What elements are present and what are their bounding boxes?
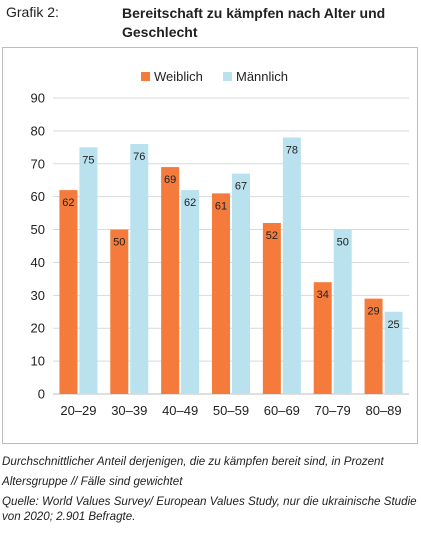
data-label: 78: [286, 144, 298, 156]
bar-weiblich: [110, 229, 129, 394]
bar-maennlich: [282, 137, 301, 394]
data-label: 52: [266, 230, 278, 242]
legend-label-maennlich: Männlich: [236, 69, 288, 84]
x-tick-label: 30–39: [111, 403, 147, 418]
figure-title: Bereitschaft zu kämpfen nach Alter und G…: [122, 5, 386, 40]
bar-weiblich: [364, 298, 383, 394]
data-label: 50: [337, 237, 349, 249]
bar-weiblich: [313, 282, 332, 394]
bar-maennlich: [333, 229, 352, 394]
note-description: Durchschnittlicher Anteil derjenigen, di…: [2, 455, 384, 468]
note-weighting: Altersgruppe // Fälle sind gewichtet: [2, 475, 183, 488]
y-tick-label: 40: [31, 255, 45, 270]
chart-container: 0 10 20 30 40 50 60 70 80 90 62 75 20–29 50 76 30–39 69 6…: [2, 47, 418, 444]
y-tick-label: 20: [31, 321, 45, 336]
bar-maennlich: [384, 311, 403, 394]
bar-weiblich: [161, 167, 180, 394]
bar-maennlich: [232, 173, 250, 394]
data-label: 25: [387, 319, 399, 331]
x-tick-label: 80–89: [365, 403, 401, 418]
bar-weiblich: [212, 193, 230, 394]
data-label: 75: [82, 154, 94, 166]
bar-weiblich: [59, 190, 78, 394]
y-tick-label: 90: [31, 91, 45, 106]
data-label: 29: [367, 306, 379, 318]
bar-maennlich: [181, 190, 200, 394]
data-label: 50: [113, 237, 125, 249]
y-tick-label: 0: [38, 387, 45, 402]
legend-swatch-maennlich: [223, 72, 232, 81]
y-tick-label: 80: [31, 123, 45, 138]
bar-maennlich: [130, 144, 149, 394]
x-tick-label: 70–79: [315, 403, 351, 418]
data-label: 62: [62, 197, 74, 209]
y-tick-label: 60: [31, 189, 45, 204]
note-source: Quelle: World Values Survey/ European Va…: [2, 495, 417, 523]
bar-weiblich: [262, 222, 281, 394]
x-tick-label: 40–49: [162, 403, 198, 418]
figure-notes: Durchschnittlicher Anteil derjenigen, di…: [2, 452, 418, 524]
legend-label-weiblich: Weiblich: [154, 69, 203, 84]
y-tick-label: 10: [31, 354, 45, 369]
data-label: 61: [215, 200, 227, 212]
figure-number: Grafik 2:: [6, 4, 59, 20]
legend-swatch-weiblich: [141, 72, 150, 81]
data-label: 34: [317, 289, 329, 301]
x-tick-label: 60–69: [264, 403, 300, 418]
data-label: 67: [235, 181, 247, 193]
figure-header: Grafik 2: Bereitschaft zu kämpfen nach A…: [6, 4, 416, 44]
x-tick-label: 50–59: [213, 403, 249, 418]
bar-chart: 0 10 20 30 40 50 60 70 80 90 62 75 20–29 50 76 30–39 69 6…: [31, 69, 409, 418]
y-tick-label: 70: [31, 156, 45, 171]
x-tick-label: 20–29: [60, 403, 96, 418]
y-tick-label: 50: [31, 222, 45, 237]
bar-maennlich: [79, 147, 98, 394]
data-label: 76: [133, 151, 145, 163]
y-tick-label: 30: [31, 288, 45, 303]
data-label: 62: [184, 197, 196, 209]
data-label: 69: [164, 174, 176, 186]
